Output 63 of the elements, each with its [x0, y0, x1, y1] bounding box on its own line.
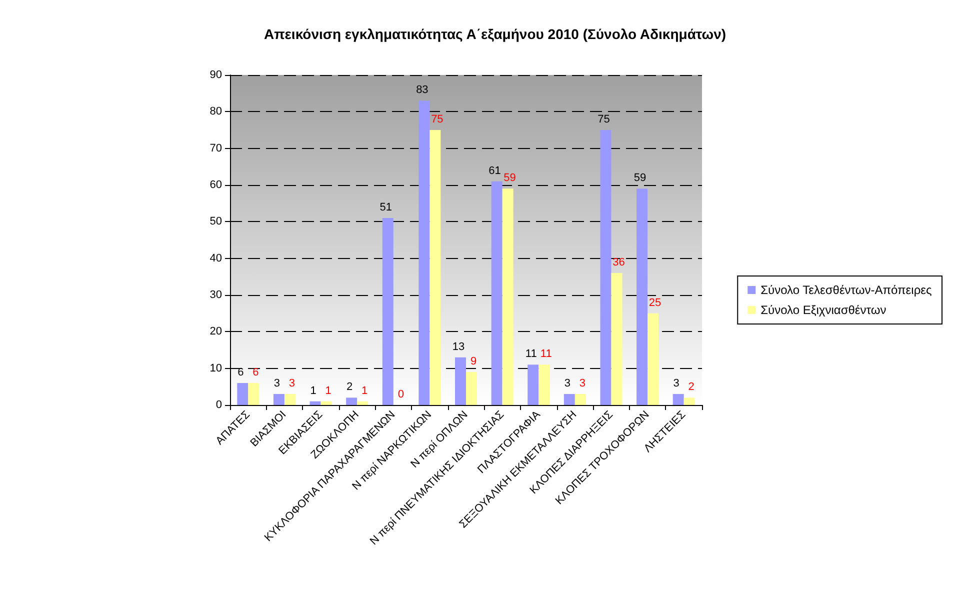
data-label: 1	[362, 384, 368, 397]
bar	[502, 188, 514, 405]
y-tick-label: 10	[210, 362, 222, 374]
data-label: 3	[274, 378, 280, 390]
bar	[491, 181, 502, 405]
bar	[466, 372, 477, 405]
data-label: 2	[688, 381, 694, 394]
y-tick-label: 70	[210, 142, 222, 154]
y-tick-label: 60	[210, 179, 222, 191]
data-label: 25	[648, 296, 662, 309]
data-label: 9	[470, 356, 477, 368]
bar	[528, 364, 539, 405]
bar	[430, 130, 441, 405]
data-label: 3	[673, 378, 680, 390]
data-label: 13	[452, 340, 465, 353]
bar	[684, 398, 695, 405]
bar	[273, 394, 284, 405]
data-label: 59	[634, 172, 646, 184]
y-tick-label: 20	[210, 326, 222, 338]
data-label: 3	[564, 378, 570, 390]
data-label: 36	[612, 256, 625, 268]
data-label: 6	[252, 366, 259, 378]
y-tick-label: 50	[210, 216, 222, 228]
data-label: 59	[504, 172, 516, 184]
data-label: 1	[325, 384, 332, 397]
bar	[382, 218, 394, 405]
data-label: 83	[416, 84, 428, 96]
y-tick-label: 0	[216, 399, 222, 411]
y-tick-label: 30	[210, 289, 222, 301]
y-tick-label: 90	[210, 69, 222, 81]
bar	[574, 394, 586, 405]
bar	[310, 401, 321, 405]
chart-title: Απεικόνιση εγκληματικότητας Α΄εξαμήνου 2010 (Σύνολο Αδικημάτων)	[264, 26, 726, 42]
bar	[237, 383, 248, 405]
data-label: 3	[288, 378, 296, 390]
bar	[648, 313, 659, 405]
data-label: 2	[346, 381, 353, 394]
bar	[284, 394, 296, 405]
legend-label: Σύνολο Τελεσθέντων-Απόπειρες	[760, 283, 932, 297]
bar	[672, 394, 684, 405]
bar	[248, 383, 260, 405]
bar	[455, 357, 466, 405]
bar	[538, 364, 550, 405]
data-label: 61	[488, 164, 501, 177]
y-tick-label: 40	[210, 252, 222, 264]
data-label: 75	[431, 114, 444, 126]
bar	[636, 188, 648, 405]
bar	[564, 394, 575, 405]
bar	[418, 100, 430, 405]
data-label: 0	[398, 388, 404, 400]
legend-label: Σύνολο Εξιχνιασθέντων	[760, 303, 886, 317]
bar	[346, 398, 358, 405]
data-label: 3	[579, 378, 586, 390]
data-label: 11	[525, 348, 537, 360]
data-label: 51	[380, 202, 392, 214]
y-tick-label: 80	[210, 106, 222, 118]
bar	[611, 273, 622, 405]
data-label: 1	[310, 384, 316, 397]
bar	[357, 401, 368, 405]
data-label: 11	[540, 348, 552, 360]
data-label: 75	[598, 114, 610, 126]
bar	[600, 130, 612, 405]
bar	[320, 401, 332, 405]
